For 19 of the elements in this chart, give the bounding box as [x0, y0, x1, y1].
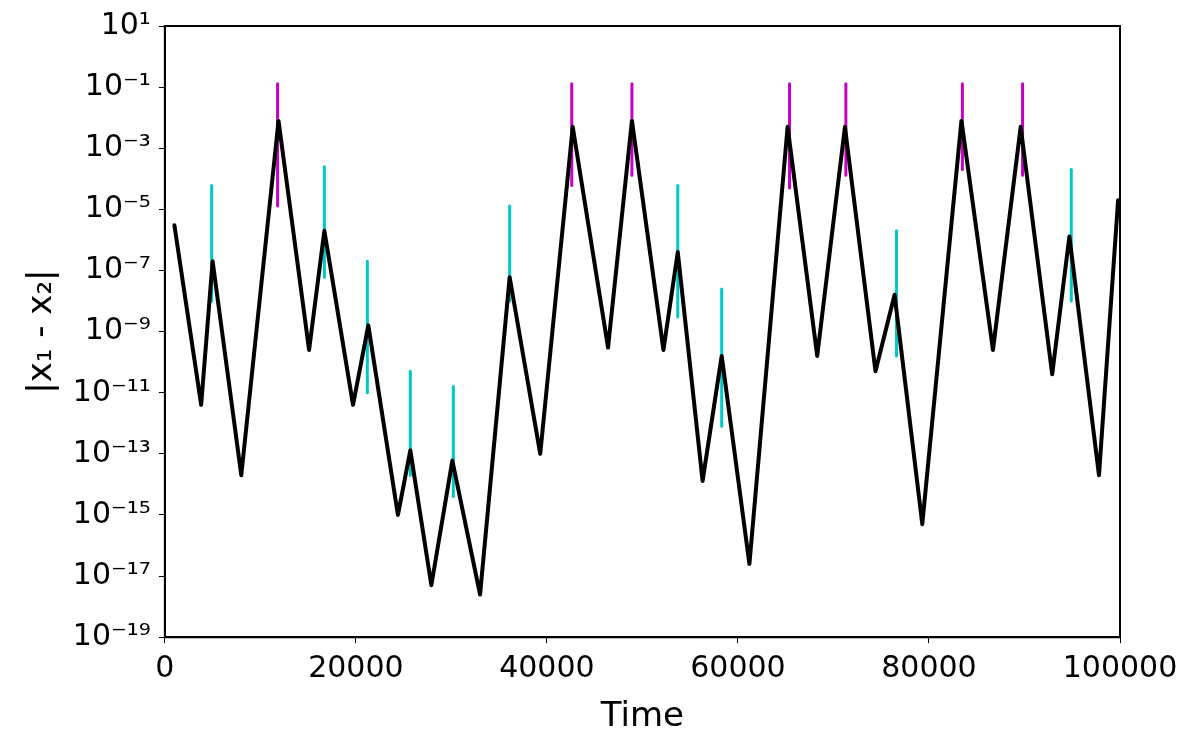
y-tick-label: 10⁻¹ [84, 66, 151, 102]
y-axis-title: |x₁ - x₂| [19, 269, 60, 394]
y-tick-label: 10⁻¹⁵ [72, 494, 151, 530]
y-tick-label: 10⁻¹¹ [72, 372, 151, 408]
x-axis-title: Time [599, 694, 685, 735]
x-tick-label: 20000 [308, 649, 404, 684]
x-tick-label: 60000 [690, 649, 786, 684]
y-tick-label: 10⁻¹⁷ [72, 555, 151, 591]
x-tick-label: 80000 [881, 649, 977, 684]
y-tick-label: 10⁻⁹ [84, 311, 151, 347]
x-tick-label: 40000 [499, 649, 595, 684]
y-tick-label: 10⁻¹⁹ [72, 617, 151, 652]
x-tick-label: 100000 [1062, 649, 1178, 684]
y-tick-label: 10⁻⁵ [84, 189, 151, 225]
y-tick-label: 10¹ [100, 5, 151, 41]
y-tick-label: 10⁻¹³ [72, 433, 151, 469]
x-tick-label: 0 [155, 649, 175, 684]
y-tick-label: 10⁻⁷ [84, 250, 151, 286]
y-tick-label: 10⁻³ [84, 128, 151, 164]
